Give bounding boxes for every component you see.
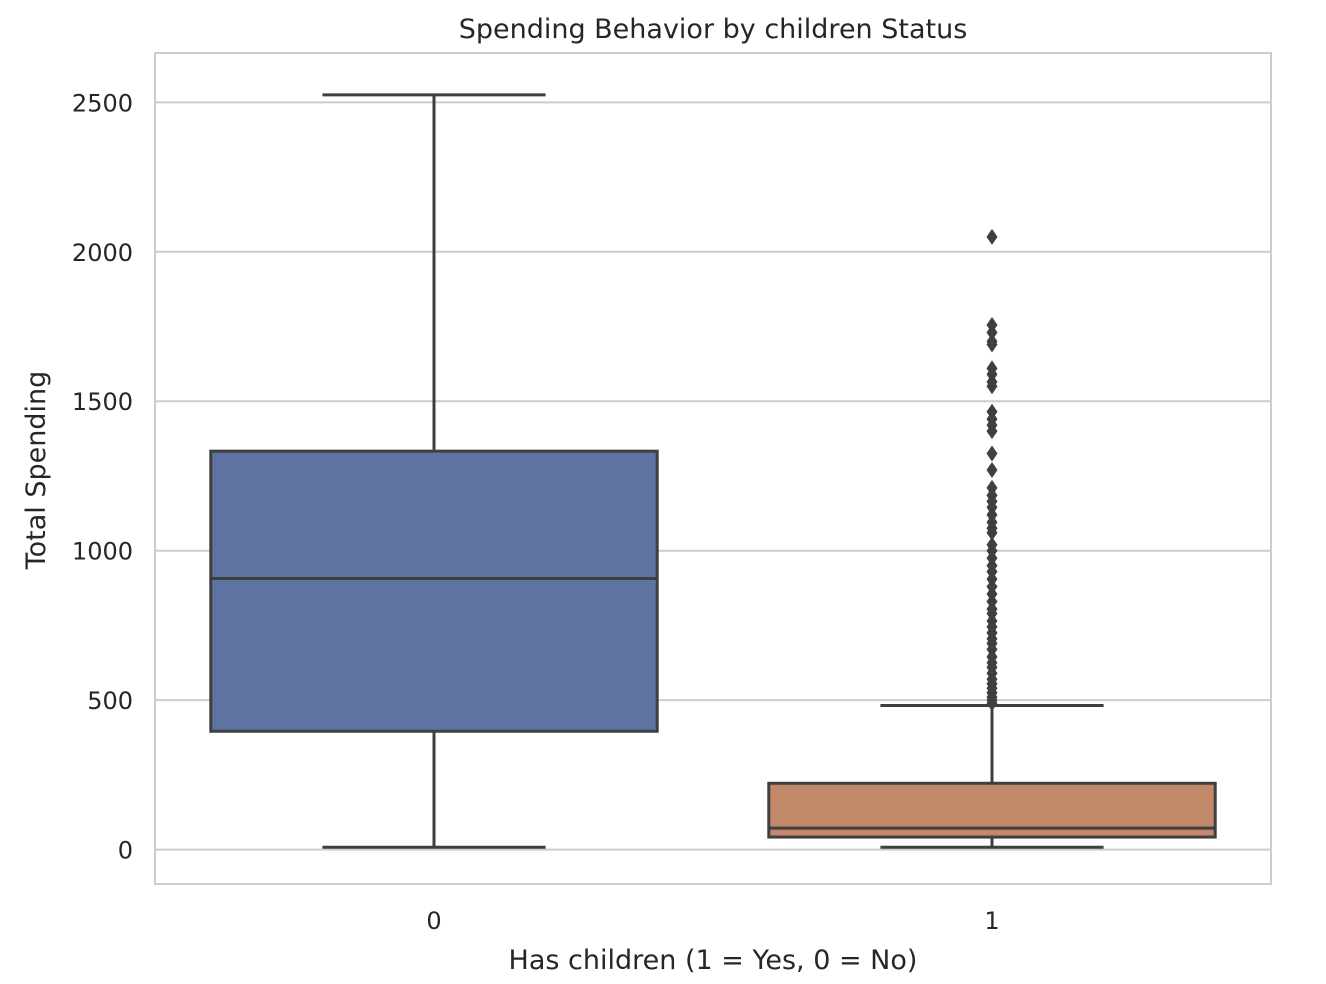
boxes (209, 93, 1217, 849)
y-tick-label: 2500 (72, 89, 133, 117)
y-tick-label: 0 (118, 837, 133, 865)
x-axis-label: Has children (1 = Yes, 0 = No) (509, 945, 918, 976)
x-tick-label: 1 (984, 907, 999, 935)
x-tick-label: 0 (426, 907, 441, 935)
outlier-point (986, 461, 998, 478)
y-tick-labels: 0 500 1000 1500 2000 2500 (72, 89, 133, 864)
iqr-box (209, 449, 659, 733)
y-tick-label: 500 (87, 687, 133, 715)
outlier-point (986, 336, 998, 353)
plot-frame (154, 52, 1272, 885)
outlier-point (986, 695, 998, 712)
outlier-point (986, 445, 998, 462)
outlier-point (986, 524, 998, 541)
y-tick-label: 1500 (72, 388, 133, 416)
y-tick-label: 1000 (72, 538, 133, 566)
box-group-0 (209, 93, 659, 849)
y-tick-label: 2000 (72, 239, 133, 267)
outlier-point (986, 324, 998, 341)
y-axis-label: Total Spending (21, 371, 52, 571)
outlier-point (986, 378, 998, 395)
box-group-1 (767, 228, 1217, 849)
chart-title: Spending Behavior by children Status (459, 14, 968, 45)
outlier-point (986, 423, 998, 440)
outlier-point (986, 228, 998, 245)
